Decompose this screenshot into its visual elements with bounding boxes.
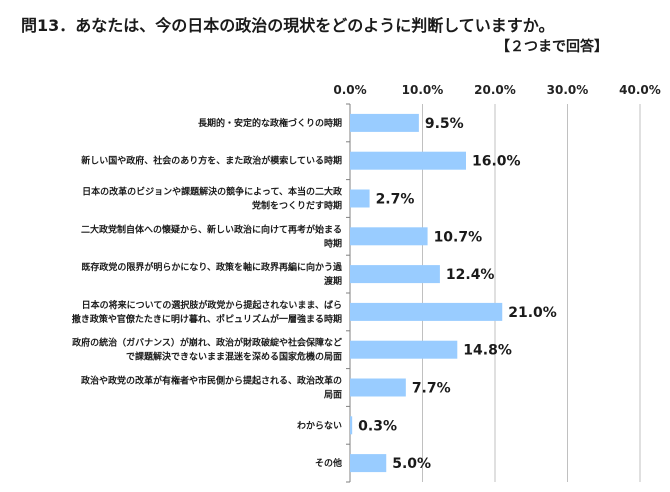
bar (350, 227, 428, 246)
bar (350, 302, 503, 321)
category-label: 日本の将来についての選択肢が政党から提起されないまま、ばら (82, 299, 342, 311)
category-label: で課題解決できないまま混迷を深める国家危機の局面 (126, 351, 342, 363)
category-label: その他 (315, 457, 342, 469)
x-tick-label: 20.0% (474, 83, 516, 97)
x-tick-label: 0.0% (333, 83, 366, 97)
value-label: 21.0% (508, 305, 557, 321)
category-label: わからない (297, 420, 342, 431)
x-tick-label: 10.0% (402, 83, 444, 97)
chart-subtitle: 【２つまで回答】 (496, 39, 608, 55)
category-label: 時期 (324, 237, 342, 249)
bar (350, 378, 406, 397)
bar (350, 189, 370, 208)
category-label: 局面 (324, 390, 342, 401)
category-label: 撒き政策や官僚たたきに明け暮れ、ポピュリズムが一層強まる時期 (72, 313, 342, 325)
value-label: 16.0% (472, 154, 521, 170)
bar (350, 265, 440, 284)
value-label: 7.7% (412, 381, 451, 397)
x-tick-label: 30.0% (547, 83, 589, 97)
bar (350, 454, 387, 473)
chart-title: 問13．あなたは、今の日本の政治の現状をどのように判断していますか。 (21, 16, 555, 35)
category-label: 党制をつくりだす時期 (252, 200, 342, 212)
x-tick-label: 40.0% (619, 83, 661, 97)
value-label: 14.8% (463, 343, 512, 359)
category-label: 既存政党の限界が明らかになり、政策を軸に政界再編に向かう過 (81, 261, 343, 273)
category-label: 日本の改革のビジョンや課題解決の競争によって、本当の二大政 (82, 186, 343, 198)
value-label: 9.5% (425, 116, 464, 132)
category-label: 政府の統治（ガバナンス）が崩れ、政治が財政破綻や社会保障など (72, 337, 342, 349)
bar (350, 113, 419, 132)
category-label: 渡期 (324, 275, 342, 287)
bar (350, 416, 353, 435)
value-label: 5.0% (392, 456, 431, 472)
value-label: 12.4% (446, 267, 495, 283)
category-label: 新しい国や政府、社会のあり方を、また政治が模索している時期 (81, 155, 342, 167)
category-label: 長期的・安定的な政権づくりの時期 (198, 117, 342, 129)
value-label: 10.7% (434, 229, 483, 245)
value-label: 0.3% (358, 418, 397, 434)
value-label: 2.7% (376, 192, 415, 208)
category-label: 二大政党制自体への懐疑から、新しい政治に向けて再考が始まる (81, 223, 342, 235)
bar (350, 340, 458, 359)
bar (350, 151, 466, 170)
category-label: 政治や政党の改革が有権者や市民側から提起される、政治改革の (81, 375, 342, 387)
